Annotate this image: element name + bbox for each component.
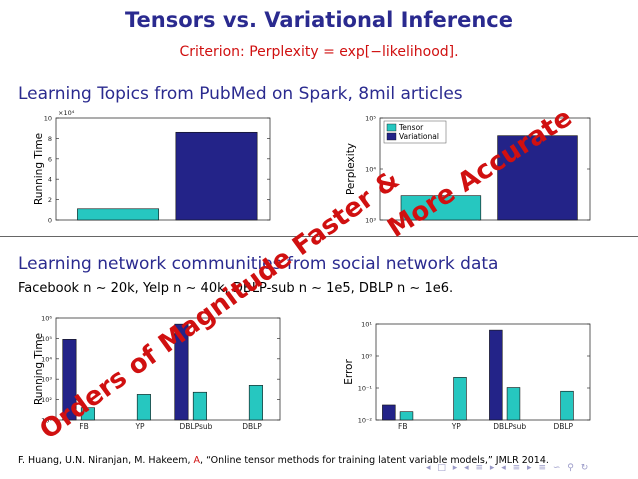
plot-frame [55,317,281,421]
y-tick-label: 10⁵ [365,115,376,123]
y-tick-label: 2 [48,196,52,204]
y-tick-label: 10⁻² [358,417,373,425]
datasets-line: Facebook n ∼ 20k, Yelp n ∼ 40k, DBLP-sub… [18,281,454,296]
citation-highlight: A [193,455,201,466]
y-tick-label: 10³ [41,376,52,384]
x-tick-label: FB [79,422,88,431]
bar-variational-fb [382,404,396,421]
x-tick-label: DBLP [553,422,573,431]
bar-tensor-dblpsub [506,387,521,421]
legend-swatch [386,132,397,141]
y-axis-label: Perplexity [345,143,357,195]
bar-tensor-yp [136,394,151,421]
running-time-chart-pubmed: 0 2 4 6 8 10 ×10⁴ Running Time [33,110,271,225]
bar-variational-fb [62,339,77,421]
y-tick-label: 6 [48,155,52,163]
y-axis-label: Running Time [33,333,45,405]
y-tick-label: 10¹ [361,321,372,329]
bar-tensor-yp [453,377,467,421]
citation: F. Huang, U.N. Niranjan, M. Hakeem, A, “… [18,455,549,466]
x-tick-label: YP [134,422,145,431]
x-tick-label: DBLPsub [180,422,213,431]
legend-label: Tensor [398,123,424,132]
y-tick-label: 10¹ [41,417,52,425]
bar-tensor-dblpsub [192,391,207,421]
y-tick-label: 10⁻¹ [358,385,373,393]
citation-prefix: F. Huang, U.N. Niranjan, M. Hakeem, [18,455,194,466]
y-tick-label: 10⁴ [365,166,376,174]
bar-variational-all [175,131,258,221]
bar-tensor-all [400,195,482,221]
legend-swatch [386,123,397,132]
y-multiplier: ×10⁴ [58,110,75,117]
bar-variational-all [497,135,578,221]
y-tick-label: 10⁵ [41,335,52,343]
section-divider [0,236,638,237]
section-heading-topics: Learning Topics from PubMed on Spark, 8m… [18,84,463,104]
plot-frame [55,117,271,221]
citation-suffix: , “Online tensor methods for training la… [200,455,549,466]
y-tick-label: 10⁰ [361,353,372,361]
bar-tensor-fb [399,411,414,421]
y-tick-label: 10⁶ [41,315,52,323]
slide-subtitle: Criterion: Perplexity = exp[−likelihood]… [179,44,459,60]
y-tick-label: 0 [48,217,52,225]
y-axis-label: Error [343,359,355,385]
y-axis-label: Running Time [33,133,45,205]
x-tick-label: DBLP [242,422,262,431]
bar-variational-dblpsub [174,323,189,421]
section-heading-communities: Learning network communities from social… [18,254,499,274]
y-tick-label: 8 [48,135,52,143]
bar-tensor-dblp [248,385,263,421]
y-tick-label: 4 [48,176,52,184]
legend-label: Variational [399,132,439,141]
error-chart-networks: 10⁻² 10⁻¹ 10⁰ 10¹ Error FB YP DBLPsub DBLP [343,321,591,431]
y-tick-label: 10³ [365,217,376,225]
bar-tensor-fb [80,407,95,421]
x-tick-label: YP [451,422,462,431]
x-tick-label: FB [398,422,407,431]
y-tick-label: 10² [41,396,52,404]
bar-tensor-all [77,208,160,221]
y-tick-label: 10 [44,115,52,123]
y-tick-label: 10⁴ [41,355,52,363]
bar-variational-dblpsub [489,329,503,421]
legend-box [383,120,447,144]
beamer-nav-controls[interactable]: ◂ □ ▸ ◂ ≡ ▸ ◂ ≡ ▸ ≡ ∽ ⚲ ↻ [426,463,591,473]
x-tick-label: DBLPsub [493,422,526,431]
plot-frame [375,323,591,421]
slide-title: Tensors vs. Variational Inference [125,8,513,32]
bar-tensor-dblp [560,390,574,421]
running-time-chart-networks: 10¹ 10² 10³ 10⁴ 10⁵ 10⁶ Running Time FB YP DBLPsu… [33,315,281,431]
